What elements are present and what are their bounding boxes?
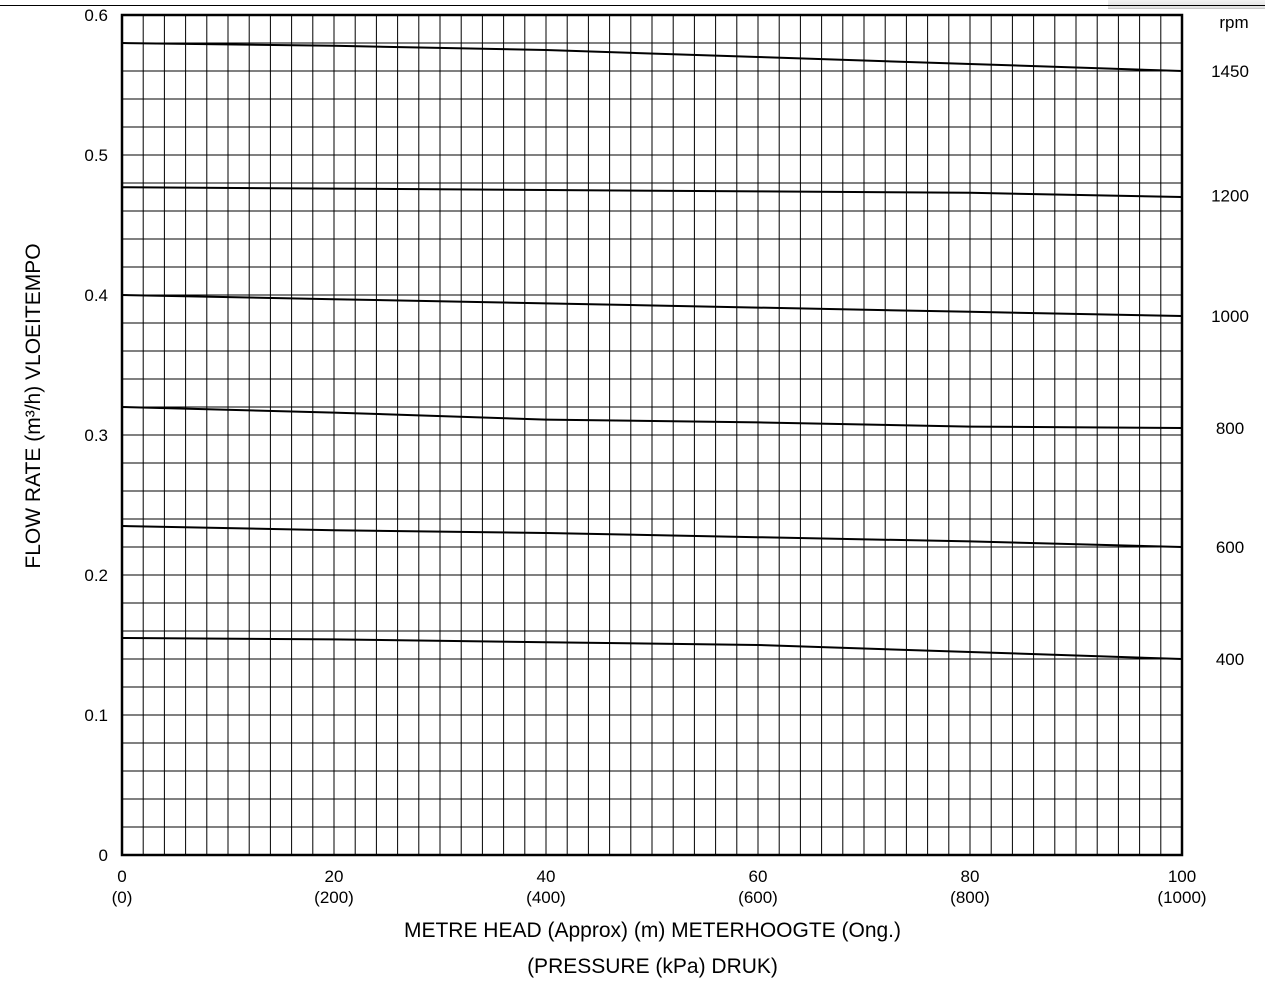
plot-frame [120, 13, 1184, 857]
chart-curves [121, 42, 1183, 660]
rpm-axis-label: rpm [1219, 13, 1248, 32]
y-tick-label: 0.1 [84, 706, 108, 725]
x-tick-label-secondary: (0) [112, 888, 133, 907]
y-tick-label: 0.5 [84, 146, 108, 165]
curve-800-rpm [121, 406, 1183, 429]
rpm-label-400: 400 [1216, 650, 1244, 669]
x-tick-label-secondary: (400) [526, 888, 566, 907]
x-tick-label: 20 [325, 867, 344, 886]
x-axis-subtitle: (PRESSURE (kPa) DRUK) [527, 955, 778, 978]
y-axis-title-text: FLOW RATE (m³/h) VLOEITEMPO [22, 243, 45, 569]
x-tick-label-secondary: (600) [738, 888, 778, 907]
x-tick-label: 60 [749, 867, 768, 886]
x-tick-label-secondary: (1000) [1157, 888, 1206, 907]
rpm-label-1450: 1450 [1211, 62, 1249, 81]
rpm-label-1200: 1200 [1211, 187, 1249, 206]
curve-400-rpm [121, 637, 1183, 660]
y-tick-label: 0 [99, 846, 108, 865]
curve-600-rpm [121, 525, 1183, 548]
x-axis-title: METRE HEAD (Approx) (m) METERHOOGTE (Ong… [403, 919, 902, 942]
x-tick-label-secondary: (800) [950, 888, 990, 907]
y-tick-label: 0.2 [84, 566, 108, 585]
rpm-label-600: 600 [1216, 538, 1244, 557]
chart-tick-labels: 0 0.1 0.2 0.3 0.4 0.5 0.6 0 (0) 20 (200) 40 (400) 60 (… [84, 6, 1249, 907]
window-top-strip [1108, 0, 1265, 9]
y-tick-label: 0.4 [84, 286, 108, 305]
top-border-line [0, 5, 1265, 6]
x-tick-label: 80 [961, 867, 980, 886]
curve-1450-rpm [121, 42, 1183, 72]
x-tick-label-secondary: (200) [314, 888, 354, 907]
x-tick-label: 100 [1168, 867, 1196, 886]
rpm-label-1000: 1000 [1211, 307, 1249, 326]
x-tick-label: 0 [117, 867, 126, 886]
curve-1200-rpm [121, 186, 1183, 198]
rpm-label-800: 800 [1216, 419, 1244, 438]
y-tick-label: 0.6 [84, 6, 108, 25]
curve-1000-rpm [121, 294, 1183, 317]
y-tick-label: 0.3 [84, 426, 108, 445]
chart-grid [122, 15, 1182, 855]
x-tick-label: 40 [537, 867, 556, 886]
